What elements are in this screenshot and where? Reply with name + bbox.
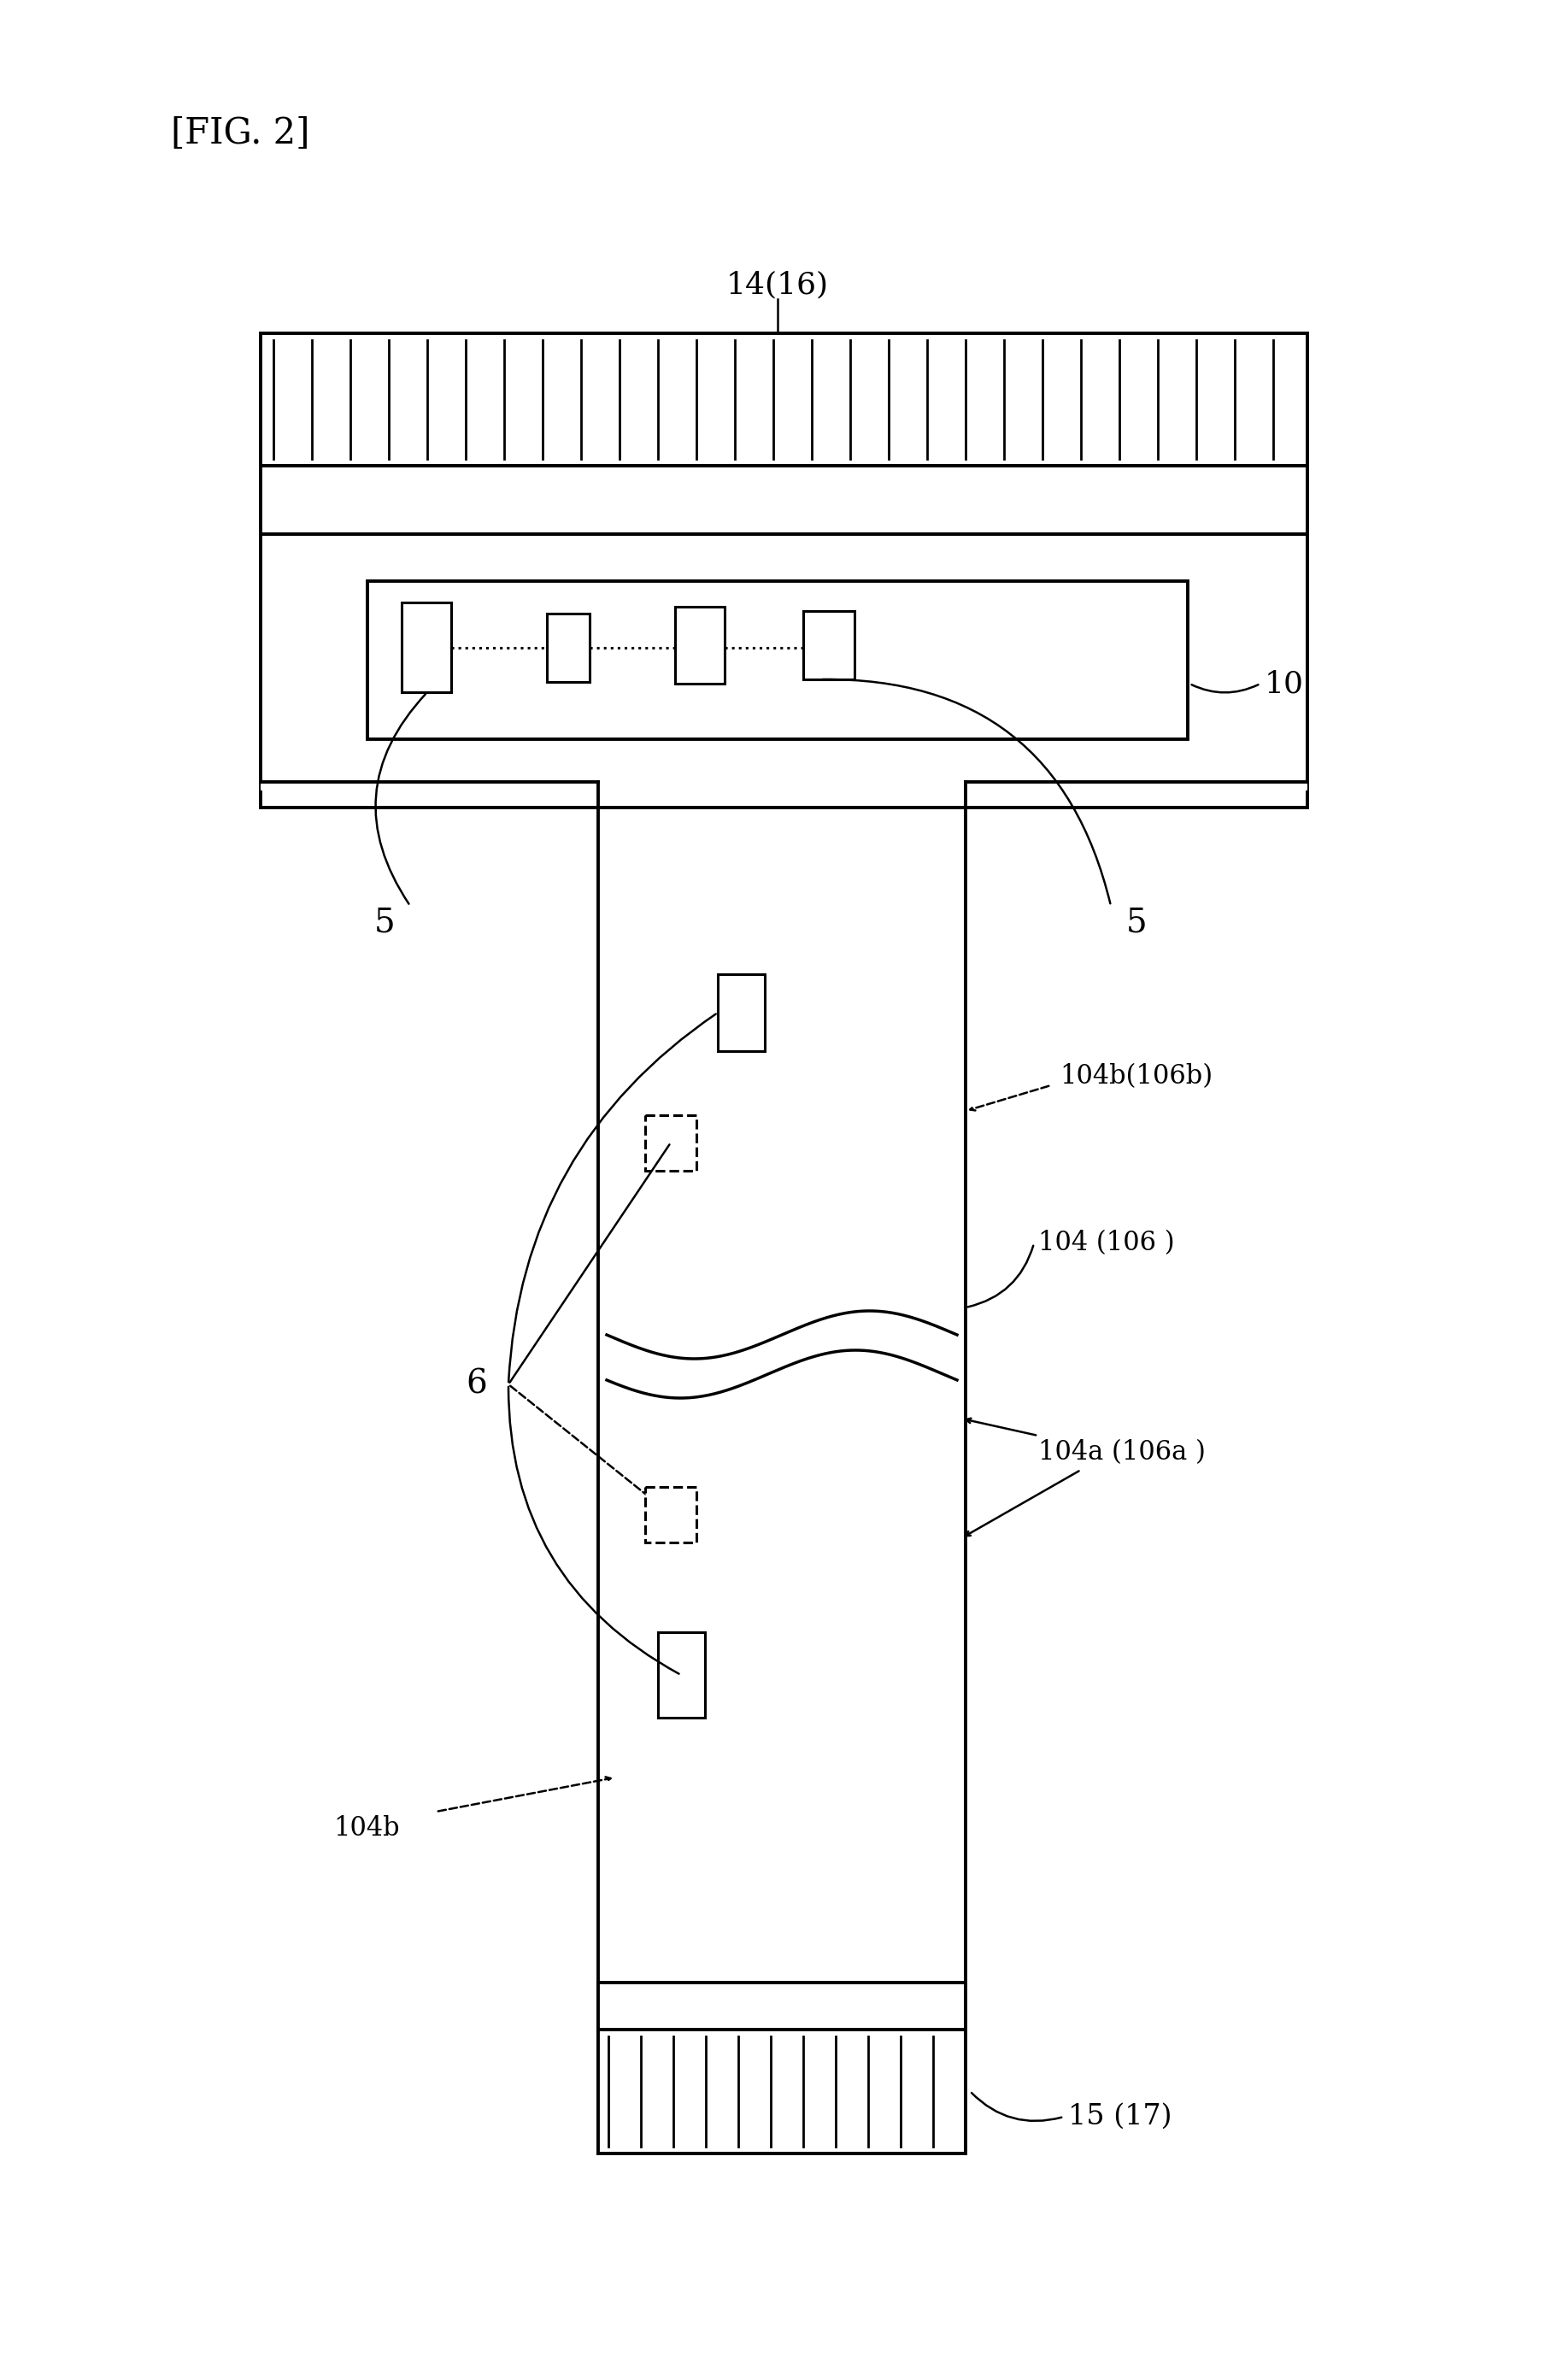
FancyArrowPatch shape [823, 680, 1110, 905]
Bar [718, 973, 765, 1051]
Bar [597, 2029, 966, 2154]
Bar [260, 333, 1308, 465]
FancyArrowPatch shape [972, 2093, 1062, 2121]
Text: 104 (106 ): 104 (106 ) [1038, 1231, 1174, 1257]
Bar [803, 612, 855, 680]
Text: 15 (17): 15 (17) [1068, 2102, 1171, 2131]
Bar [260, 465, 1308, 534]
Bar [547, 614, 590, 683]
FancyArrowPatch shape [967, 1245, 1033, 1306]
Text: 14(16): 14(16) [726, 269, 829, 300]
Bar [644, 1488, 696, 1542]
Bar [644, 1115, 696, 1172]
Text: [FIG. 2]: [FIG. 2] [171, 116, 310, 151]
FancyArrowPatch shape [508, 1386, 679, 1675]
Text: 104b(106b): 104b(106b) [1060, 1063, 1212, 1089]
FancyArrowPatch shape [510, 1146, 670, 1382]
FancyArrowPatch shape [1192, 685, 1258, 692]
Text: 6: 6 [466, 1368, 488, 1401]
Bar [659, 1632, 706, 1717]
Bar [367, 581, 1187, 739]
Bar [597, 1982, 966, 2029]
Bar [966, 602, 1308, 791]
Text: 104b: 104b [334, 1816, 400, 1842]
Bar [260, 534, 1308, 808]
FancyArrowPatch shape [376, 694, 425, 905]
Bar [260, 602, 597, 791]
FancyArrowPatch shape [508, 1013, 717, 1382]
Text: 104a (106a ): 104a (106a ) [1038, 1438, 1206, 1467]
Bar [676, 607, 724, 683]
Text: 10: 10 [1265, 668, 1305, 699]
Text: 5: 5 [373, 907, 395, 938]
Text: 5: 5 [1126, 907, 1148, 938]
Bar [401, 602, 452, 692]
